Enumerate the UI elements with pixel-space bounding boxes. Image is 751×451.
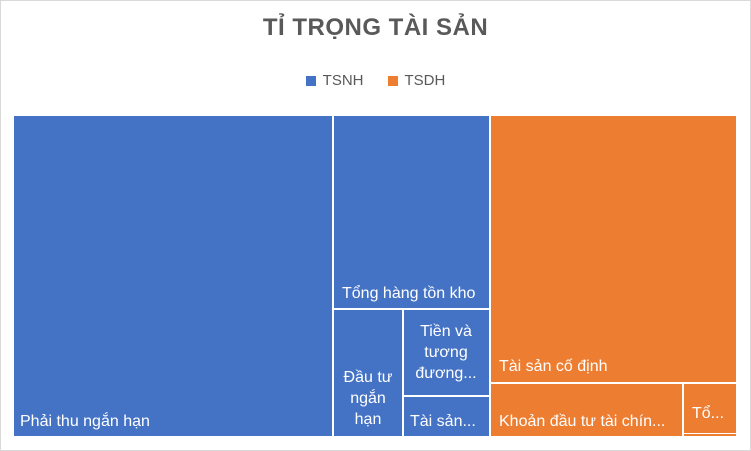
treemap-tile-7 bbox=[684, 384, 736, 433]
legend-item-tsnh: TSNH bbox=[305, 72, 364, 89]
treemap-label-1: Tổng hàng tồn kho bbox=[342, 284, 476, 302]
treemap-tile-3 bbox=[404, 310, 489, 395]
treemap-tile-6 bbox=[491, 384, 682, 436]
legend-swatch-tsdh bbox=[387, 75, 398, 86]
legend: TSNH TSDH bbox=[0, 72, 751, 89]
chart-title: TỈ TRỌNG TÀI SẢN bbox=[262, 14, 489, 41]
legend-swatch-tsnh bbox=[305, 75, 316, 86]
treemap-label-2: Đầu tư ngắn hạn bbox=[344, 369, 393, 428]
legend-label-tsnh: TSNH bbox=[322, 72, 364, 89]
treemap-tile-5 bbox=[491, 116, 736, 382]
legend-item-tsdh: TSDH bbox=[387, 72, 446, 89]
treemap-label-6: Khoản đầu tư tài chín... bbox=[499, 413, 665, 430]
treemap-label-5: Tài sản cố định bbox=[499, 358, 608, 375]
treemap-label-0: Phải thu ngắn hạn bbox=[20, 411, 150, 430]
treemap-label-3: Tiền và tương đương... bbox=[415, 323, 476, 382]
treemap-tile-8 bbox=[684, 434, 736, 436]
treemap-label-7: Tổ... bbox=[692, 404, 724, 422]
treemap-label-4: Tài sản... bbox=[410, 413, 476, 430]
legend-label-tsdh: TSDH bbox=[404, 72, 446, 89]
treemap-tile-0 bbox=[14, 116, 332, 436]
treemap-tile-1 bbox=[334, 116, 489, 308]
treemap-tile-2 bbox=[334, 310, 402, 436]
treemap-tile-4 bbox=[404, 397, 489, 436]
